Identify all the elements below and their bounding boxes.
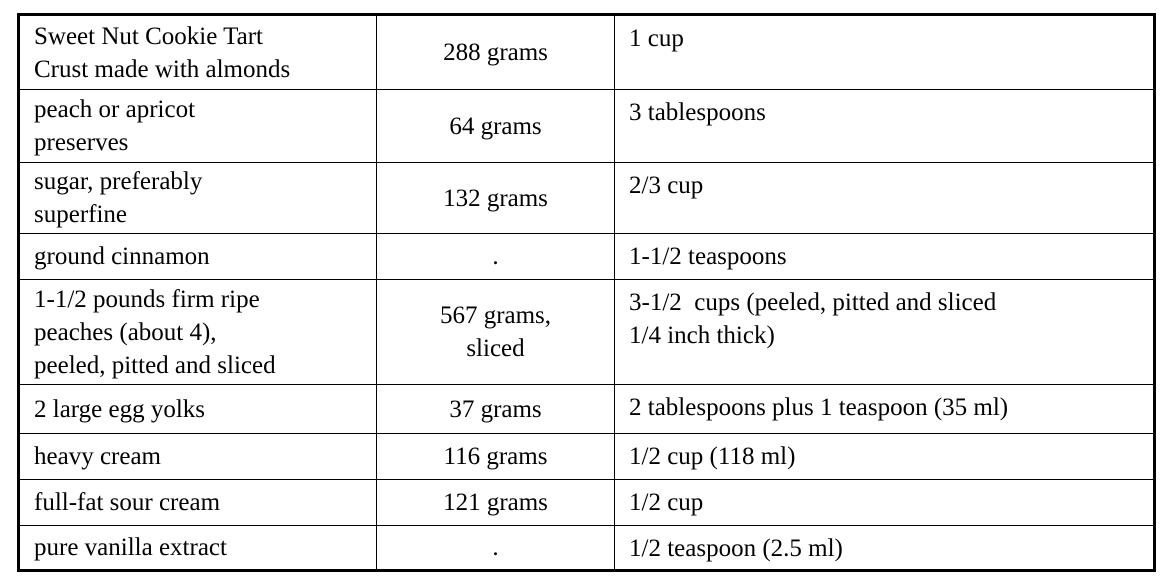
weight-cell: 567 grams, sliced xyxy=(376,279,615,385)
cell-text: 132 grams xyxy=(443,184,548,212)
cell-text: Sweet Nut Cookie Tart xyxy=(34,22,264,50)
table-row: heavy cream 116 grams 1/2 cup (118 ml) xyxy=(18,433,1155,480)
volume-cell: 1/2 cup (118 ml) xyxy=(614,433,1155,480)
cell-text: superfine xyxy=(34,201,128,228)
volume-cell: 1 cup xyxy=(614,14,1155,90)
weight-cell: 121 grams xyxy=(376,479,615,526)
cell-text: 2/3 cup xyxy=(629,172,704,199)
weight-cell: . xyxy=(376,525,615,571)
cell-text: 288 grams xyxy=(443,39,548,66)
ingredient-cell: 2 large egg yolks xyxy=(18,384,377,434)
table-row: 1-1/2 pounds firm ripe peaches (about 4),… xyxy=(18,279,1155,385)
cell-text: 567 grams, xyxy=(439,302,552,329)
cell-text: 2 tablespoons plus 1 teaspoon (35 ml) xyxy=(629,394,1009,421)
cell-text: 37 grams xyxy=(449,395,542,423)
cell-text: 1/2 teaspoon (2.5 ml) xyxy=(629,535,843,562)
cell-text: 1/4 inch thick) xyxy=(629,322,775,349)
ingredient-table: Sweet Nut Cookie Tart Crust made with alm… xyxy=(17,13,1156,572)
table-row: full-fat sour cream 121 grams 1/2 cup xyxy=(18,479,1155,526)
weight-cell: . xyxy=(376,233,615,280)
ingredient-cell: ground cinnamon xyxy=(18,233,377,280)
ingredient-cell: peach or apricot preserves xyxy=(18,89,377,163)
volume-cell: 2/3 cup xyxy=(614,162,1155,234)
cell-text: 1 cup xyxy=(629,25,684,52)
ingredient-cell: Sweet Nut Cookie Tart Crust made with alm… xyxy=(18,14,377,90)
weight-cell: 288 grams xyxy=(376,14,615,90)
cell-text: 116 grams xyxy=(443,443,548,470)
cell-text: 1-1/2 teaspoons xyxy=(629,243,787,270)
weight-cell: 116 grams xyxy=(376,433,615,480)
cell-text: full-fat sour cream xyxy=(34,489,221,516)
table-row: sugar, preferably superfine 132 grams 2/3 c… xyxy=(18,162,1155,234)
weight-cell: 132 grams xyxy=(376,162,615,234)
cell-text: . xyxy=(492,243,499,270)
ingredient-cell: sugar, preferably superfine xyxy=(18,162,377,234)
cell-text: 121 grams xyxy=(443,489,548,516)
cell-text: 2 large egg yolks xyxy=(34,395,206,423)
cell-text: peeled, pitted and sliced xyxy=(34,351,276,379)
cell-text: ground cinnamon xyxy=(34,243,210,270)
weight-cell: 64 grams xyxy=(376,89,615,163)
cell-text: heavy cream xyxy=(34,443,162,470)
ingredient-cell: heavy cream xyxy=(18,433,377,480)
cell-text: 3-1/2 cups (peeled, pitted and sliced xyxy=(629,289,997,316)
cell-text: pure vanilla extract xyxy=(34,534,227,561)
cell-text: 64 grams xyxy=(449,112,542,140)
weight-cell: 37 grams xyxy=(376,384,615,434)
cell-text: sliced xyxy=(466,335,525,362)
cell-text: preserves xyxy=(34,129,129,156)
table-row: ground cinnamon. 1-1/2 teaspoons xyxy=(18,233,1155,280)
table-row: pure vanilla extract. 1/2 teaspoon (2.5 m… xyxy=(18,525,1155,571)
cell-text: 3 tablespoons xyxy=(629,99,766,126)
ingredient-cell: full-fat sour cream xyxy=(18,479,377,526)
volume-cell: 1/2 teaspoon (2.5 ml) xyxy=(614,525,1155,571)
ingredient-cell: 1-1/2 pounds firm ripe peaches (about 4),… xyxy=(18,279,377,385)
volume-cell: 3 tablespoons xyxy=(614,89,1155,163)
table-row: peach or apricot preserves 64 grams 3 table… xyxy=(18,89,1155,163)
volume-cell: 1/2 cup xyxy=(614,479,1155,526)
cell-text: peach or apricot xyxy=(34,96,196,123)
cell-text: peaches (about 4), xyxy=(34,318,217,346)
cell-text: 1-1/2 pounds firm ripe xyxy=(34,285,260,313)
cell-text: 1/2 cup (118 ml) xyxy=(629,443,796,470)
cell-text: 1/2 cup xyxy=(629,489,704,516)
cell-text: sugar, preferably xyxy=(34,168,203,195)
volume-cell: 3-1/2 cups (peeled, pitted and sliced 1/4… xyxy=(614,279,1155,385)
table-row: 2 large egg yolks 37 grams 2 tablespoons p… xyxy=(18,384,1155,434)
volume-cell: 2 tablespoons plus 1 teaspoon (35 ml) xyxy=(614,384,1155,434)
volume-cell: 1-1/2 teaspoons xyxy=(614,233,1155,280)
table-row: Sweet Nut Cookie Tart Crust made with alm… xyxy=(18,14,1155,90)
cell-text: . xyxy=(492,534,499,561)
cell-text: Crust made with almonds xyxy=(34,55,291,83)
ingredient-cell: pure vanilla extract xyxy=(18,525,377,571)
